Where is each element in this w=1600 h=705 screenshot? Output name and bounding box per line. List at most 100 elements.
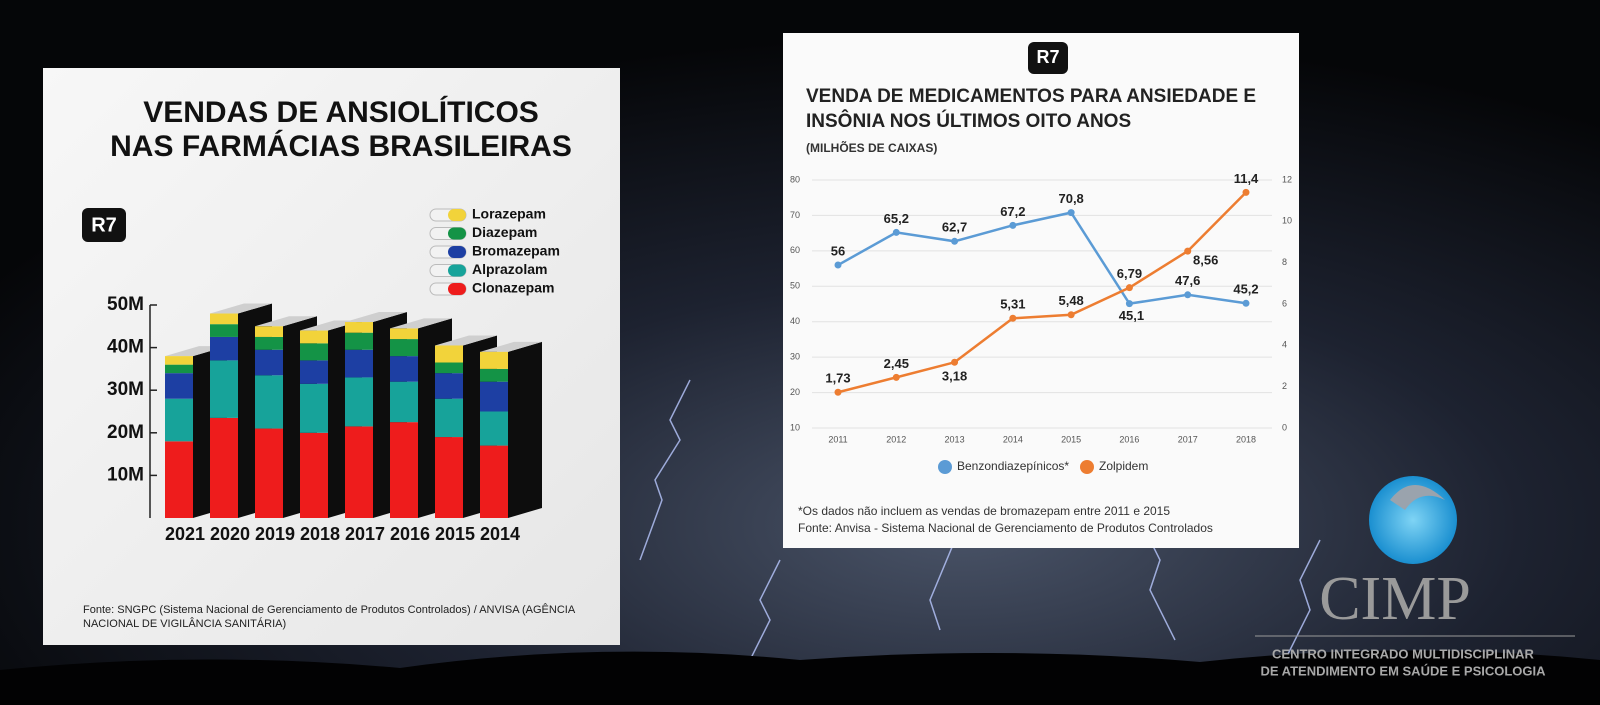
data-point (1067, 209, 1075, 217)
data-label: 45,1 (1119, 308, 1144, 323)
data-label: 65,2 (884, 211, 909, 226)
bar-segment (435, 345, 463, 363)
data-label: 45,2 (1233, 282, 1258, 297)
bar-segment (165, 373, 193, 399)
x-tick-label: 2014 (480, 524, 520, 544)
data-point (834, 388, 842, 396)
chart-title: NAS FARMÁCIAS BRASILEIRAS (110, 129, 572, 163)
brand-logo: R7 (91, 214, 117, 236)
bar-top (255, 316, 317, 327)
bar-segment (435, 437, 463, 518)
logo-name: CIMP (1319, 565, 1471, 633)
y-tick-label: 70 (790, 210, 800, 220)
x-tick-label: 2017 (1178, 434, 1198, 444)
bar-segment (435, 362, 463, 374)
treeline (0, 650, 1600, 700)
y2-tick-label: 0 (1282, 422, 1287, 432)
brand-badge (82, 208, 126, 242)
y-tick-label: 60 (790, 245, 800, 255)
bar-segment (390, 328, 418, 340)
x-tick-label: 2016 (1119, 434, 1139, 444)
bar-segment (390, 356, 418, 382)
y-tick-label: 50 (790, 281, 800, 291)
data-label: 67,2 (1000, 204, 1025, 219)
data-label: 11,4 (1234, 171, 1259, 186)
x-tick-label: 2015 (1061, 434, 1081, 444)
y-tick-label: 50M (107, 294, 144, 315)
data-point (951, 358, 959, 366)
bar-segment (345, 322, 373, 333)
bar-top (210, 303, 272, 314)
bar-segment (255, 428, 283, 518)
data-label: 5,31 (1000, 297, 1025, 312)
bar-segment (165, 398, 193, 442)
bar-top (435, 335, 497, 346)
y2-tick-label: 8 (1282, 257, 1287, 267)
legend-label: Lorazepam (472, 206, 546, 222)
x-tick-label: 2012 (886, 434, 906, 444)
bar-segment (300, 330, 328, 344)
bar-segment (210, 360, 238, 418)
data-label: 5,48 (1058, 293, 1083, 308)
legend-marker (1080, 460, 1094, 474)
data-point (1009, 221, 1017, 229)
x-tick-label: 2015 (435, 524, 475, 544)
legend-swatch (448, 246, 466, 258)
logo-mark (1369, 476, 1457, 564)
data-point (1125, 284, 1133, 292)
x-tick-label: 2011 (828, 434, 847, 444)
bar-segment (300, 432, 328, 518)
x-tick-label: 2018 (300, 524, 340, 544)
x-tick-label: 2017 (345, 524, 385, 544)
bar-segment (480, 411, 508, 446)
x-tick-label: 2014 (1003, 434, 1023, 444)
legend-swatch (448, 283, 466, 295)
data-point (1009, 314, 1017, 322)
legend-label: Bromazepam (472, 243, 560, 259)
legend-swatch (448, 264, 466, 277)
series-line (837, 191, 1247, 394)
source: NACIONAL DE VIGILÂNCIA SANITÁRIA) (83, 617, 286, 630)
bar-segment (480, 368, 508, 382)
source: Fonte: Anvisa - Sistema Nacional de Gere… (798, 521, 1213, 535)
data-label: 1,73 (825, 371, 850, 386)
bar-segment (300, 383, 328, 433)
data-point (951, 237, 959, 245)
bar-segment (210, 336, 238, 361)
data-label: 62,7 (942, 220, 967, 235)
bar-segment (480, 351, 508, 369)
bar-side (508, 341, 542, 518)
bar-segment (480, 445, 508, 518)
legend-label: Alprazolam (472, 261, 547, 277)
logo-tagline: CENTRO INTEGRADO MULTIDISCIPLINAR (1272, 646, 1535, 661)
brand-logo: R7 (1036, 47, 1059, 67)
bar-segment (390, 339, 418, 357)
bar-segment (255, 375, 283, 429)
bar-segment (345, 377, 373, 427)
bar-segment (435, 398, 463, 438)
logo-swirl (1390, 485, 1445, 510)
bar-segment (210, 417, 238, 518)
brand-badge (1028, 42, 1068, 74)
bar-segment (165, 441, 193, 518)
y-tick-label: 10 (790, 422, 800, 432)
y-tick-label: 30 (790, 352, 800, 362)
y-tick-label: 20 (790, 387, 800, 397)
data-label: 2,45 (884, 356, 909, 371)
y-tick-label: 80 (790, 174, 800, 184)
data-point (1184, 291, 1192, 299)
x-tick-label: 2013 (945, 434, 965, 444)
bar-top (345, 312, 407, 323)
series-line (837, 211, 1247, 306)
x-tick-label: 2016 (390, 524, 430, 544)
legend-swatch (448, 227, 466, 240)
chart-title: VENDAS DE ANSIOLÍTICOS (143, 95, 539, 129)
bar-segment (300, 343, 328, 361)
x-tick-label: 2021 (165, 524, 205, 544)
data-label: 70,8 (1058, 191, 1083, 206)
bar-segment (255, 336, 283, 350)
panel (783, 33, 1299, 548)
data-label: 47,6 (1175, 273, 1200, 288)
data-label: 3,18 (942, 369, 967, 384)
